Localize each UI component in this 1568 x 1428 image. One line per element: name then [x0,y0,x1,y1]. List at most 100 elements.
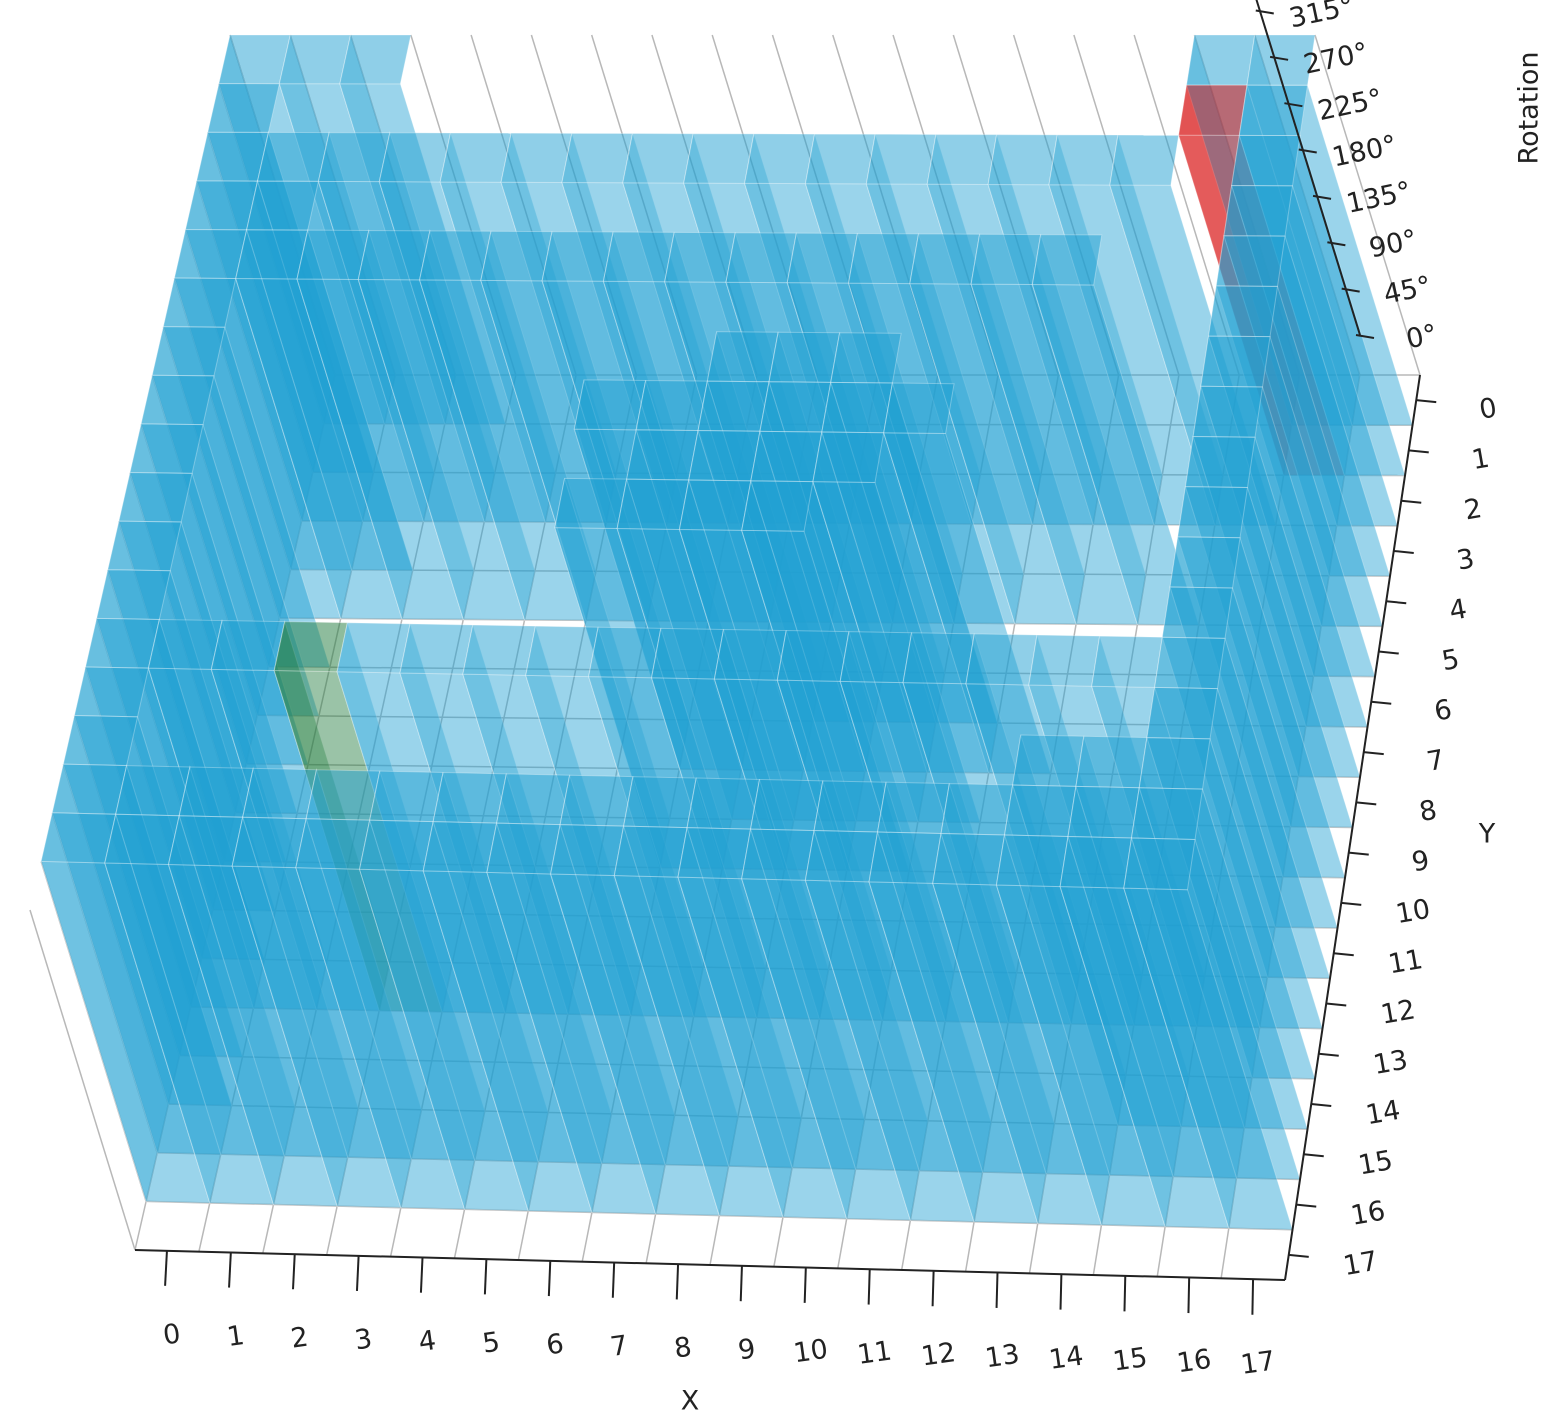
obstacle-voxel-top [500,132,573,184]
x-tick [292,1254,296,1290]
obstacle-voxel-top [118,471,193,523]
back-grid-line [590,34,698,376]
obstacle-voxel-top [804,830,879,883]
obstacle-voxel-top [561,132,634,184]
obstacle-voxel-top [1067,785,1140,839]
obstacle-voxel-top [635,379,708,432]
obstacle-voxel [422,821,593,1213]
obstacle-voxel [926,133,1094,525]
x-tick-label: 14 [1047,1340,1085,1375]
z-axis-line [1255,0,1361,336]
obstacle-voxel-top [622,133,694,184]
obstacle-voxel-top [865,133,937,185]
obstacle-voxel-top [422,821,498,873]
start-voxel-top [273,621,349,673]
z-tick [1341,287,1360,293]
x-axis-label: X [681,1386,700,1417]
obstacle-voxel-top [688,430,761,482]
x-tick-label: 1 [225,1320,246,1353]
obstacle-voxel-top [940,783,1014,836]
obstacle-voxel-top [178,766,254,818]
x-tick-label: 4 [417,1325,438,1358]
floor-grid-line [168,1103,1308,1130]
obstacle-voxel-top [1161,586,1234,639]
obstacle-voxel-top [147,618,223,670]
x-tick-label: 12 [919,1337,957,1372]
obstacle-voxel [357,228,526,622]
obstacle-voxel-top [686,777,761,830]
back-grid-line [349,34,457,376]
obstacle-voxel-top [743,133,816,185]
x-tick-label: 0 [161,1318,182,1351]
obstacle-voxel-top [1192,385,1264,438]
back-grid-line [1012,34,1120,376]
obstacle-voxel-top [462,624,537,676]
obstacle-voxel-top [40,812,117,864]
obstacle-voxel-top [525,625,599,678]
obstacle-voxel [677,827,848,1220]
obstacle-voxel-top [804,133,876,185]
back-grid-line [289,34,396,376]
obstacle-voxel-top [1146,686,1219,740]
obstacle-voxel-top [725,232,797,284]
obstacle-voxel-top [51,763,128,815]
x-tick [1251,1279,1255,1315]
y-tick [1363,751,1384,756]
obstacle-voxel-top [1215,235,1286,287]
y-tick [1356,801,1377,806]
obstacle-voxel-top [73,666,150,718]
obstacle-voxel-top [1109,134,1180,186]
x-tick-label: 15 [1111,1342,1149,1377]
y-tick-label: 12 [1378,994,1417,1030]
back-grid-line [1314,34,1421,376]
obstacle-voxel [295,816,466,1210]
obstacle-voxel-top [399,623,474,675]
obstacle-voxel-top [1048,134,1119,186]
y-tick [1408,449,1429,454]
obstacle-voxel-top [602,231,675,283]
obstacle-voxel-top [486,822,561,875]
floor-grid-line [201,957,1331,980]
obstacle-voxel-top [235,229,309,280]
obstacle-voxel-top [173,228,248,280]
back-grid-line [892,34,999,376]
obstacle-voxel-top [883,382,955,435]
y-tick-label: 4 [1447,594,1469,628]
obstacle-voxel [740,828,912,1221]
obstacle-voxel-top [706,331,779,383]
x-tick [164,1250,168,1286]
z-tick [1255,9,1274,15]
obstacle-voxel [486,822,657,1215]
obstacle-voxel-top [1091,635,1163,688]
obstacle-voxel-top [713,628,787,681]
obstacle-voxel-top [207,83,280,133]
obstacle-voxel-top [626,429,699,481]
obstacle-voxel-top [821,381,894,434]
obstacle-voxel-top [256,131,330,182]
obstacle-voxel-top [1028,634,1101,687]
z-tick-label: 315° [1287,0,1357,34]
obstacle-voxel-top [1012,734,1085,787]
obstacle-voxel [995,834,1166,1228]
obstacle-voxel-top [1200,335,1271,388]
z-tick [1327,241,1346,247]
z-tick [1284,102,1303,108]
obstacle-voxel-top [1231,134,1301,187]
obstacle-voxel-top [439,132,512,183]
z-tick [1355,334,1375,339]
x-tick-label: 3 [353,1323,374,1356]
obstacle-voxel-top [218,34,291,85]
obstacle-voxel-top [650,627,725,680]
x-tick [995,1272,999,1308]
obstacle-voxel-top [1184,435,1256,489]
obstacle-voxel-top [1223,185,1294,237]
floor-grid-line [190,1006,1323,1030]
obstacle-voxel [613,825,784,1218]
obstacle-voxel-top [902,632,975,685]
back-grid-line [771,34,879,376]
floor-grid-line [179,1054,1316,1080]
y-tick [1311,1103,1332,1108]
obstacle-voxel-top [970,233,1042,286]
obstacle-voxel-top [496,773,571,826]
y-tick [1288,1253,1309,1258]
